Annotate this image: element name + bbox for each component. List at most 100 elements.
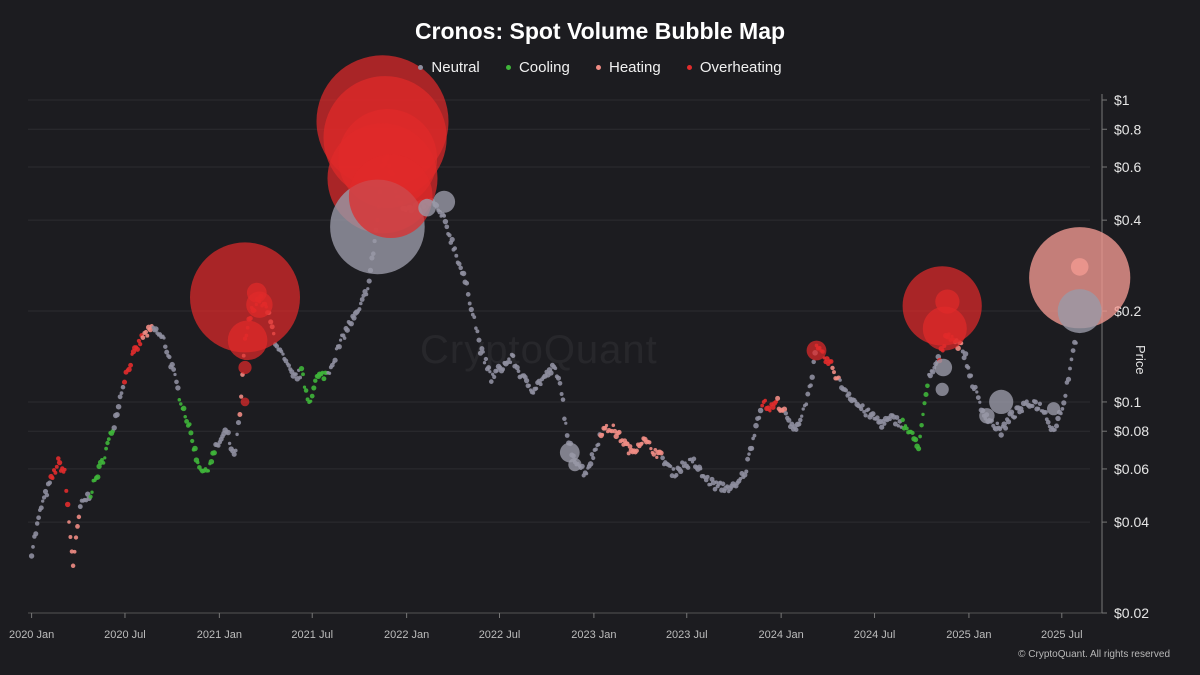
price-dot [655,455,659,460]
price-dot [233,448,238,453]
price-dots [28,154,1078,569]
price-dot [145,333,150,338]
price-dot [111,425,117,431]
price-dot [600,432,605,437]
price-dot [351,315,357,321]
legend-item-cooling[interactable]: Cooling [505,59,570,76]
price-dot [68,535,73,539]
price-dot [442,213,447,218]
price-dot [44,492,50,498]
x-tick-label: 2023 Jan [571,629,616,641]
price-dot [800,414,804,418]
price-dot [153,326,159,332]
y-tick-label: $0.06 [1114,461,1149,477]
price-dot [456,261,462,267]
price-dot [336,344,342,350]
legend-dot-overheating [686,64,692,70]
price-dot [180,405,187,412]
price-dot [560,397,566,402]
price-dot [587,461,594,467]
price-dot [968,373,974,378]
price-dot [768,409,772,413]
price-dot [135,346,140,352]
price-dot [31,545,35,549]
price-dot [88,494,93,499]
price-dot [556,375,561,381]
legend-label-heating: Heating [608,59,661,76]
price-dot [359,301,363,306]
price-dot [918,434,922,439]
legend-item-heating[interactable]: Heating [595,59,661,76]
volume-bubble-neutral [559,442,580,463]
price-dot [559,392,564,396]
price-dot [738,476,743,481]
price-dot [483,356,489,362]
price-dot [1030,403,1035,409]
price-dot [206,469,211,473]
price-dot [366,287,370,291]
price-dot [75,524,80,529]
price-dot [101,461,106,465]
price-dot [770,404,776,410]
price-dot [527,383,531,388]
y-tick-label: $0.04 [1114,514,1149,530]
price-dot [627,444,633,449]
price-dot [177,398,182,402]
price-dot [553,366,558,371]
legend-item-overheating[interactable]: Overheating [686,59,782,76]
volume-bubble-neutral [934,358,953,377]
price-dot [342,336,347,340]
price-dot [138,342,143,347]
price-dot [174,379,179,385]
price-dot [860,403,865,408]
price-dot [70,563,76,569]
legend-item-neutral[interactable]: Neutral [418,59,480,76]
price-dot [338,338,343,342]
price-dot [237,412,243,417]
x-tick-label: 2025 Jan [946,629,991,641]
price-dot [796,421,802,427]
price-dot [364,292,369,297]
price-dot [476,337,482,343]
price-dot [311,385,317,391]
price-dot [42,488,49,495]
price-dot [548,370,554,376]
price-dot [488,379,494,384]
price-dot [208,458,215,465]
price-dot [302,385,307,389]
price-dot [1037,401,1043,406]
price-dot [115,403,122,410]
price-dot [925,383,930,389]
price-dot [475,329,480,334]
price-dot [104,446,108,451]
price-dot [64,501,71,508]
legend: Neutral Cooling Heating Overheating [0,59,1200,76]
price-dot [298,365,305,372]
price-dot [896,423,901,428]
price-dot [173,372,177,377]
volume-bubble-overheating [806,340,827,361]
price-dot [452,246,458,251]
price-dot [593,447,598,452]
price-dot [680,460,685,465]
price-dot [832,370,836,375]
volume-bubble-neutral [979,408,995,424]
price-dot [1036,406,1041,411]
x-tick-label: 2022 Jan [384,629,429,641]
volume-bubble-overheating [240,397,250,407]
price-dot [143,329,149,335]
chart-title: Cronos: Spot Volume Bubble Map [414,18,786,44]
price-dot [63,467,67,472]
x-tick-label: 2021 Jan [197,629,242,641]
price-dot [904,426,909,431]
price-dot [225,429,231,436]
price-dot [744,469,749,474]
price-dot [783,411,789,416]
volume-bubble-neutral [1047,402,1061,416]
price-dot [712,486,718,492]
price-dot [474,326,478,330]
price-dot [923,391,929,398]
price-dot [147,326,153,333]
price-dot [1065,376,1072,382]
price-dot [916,446,922,452]
